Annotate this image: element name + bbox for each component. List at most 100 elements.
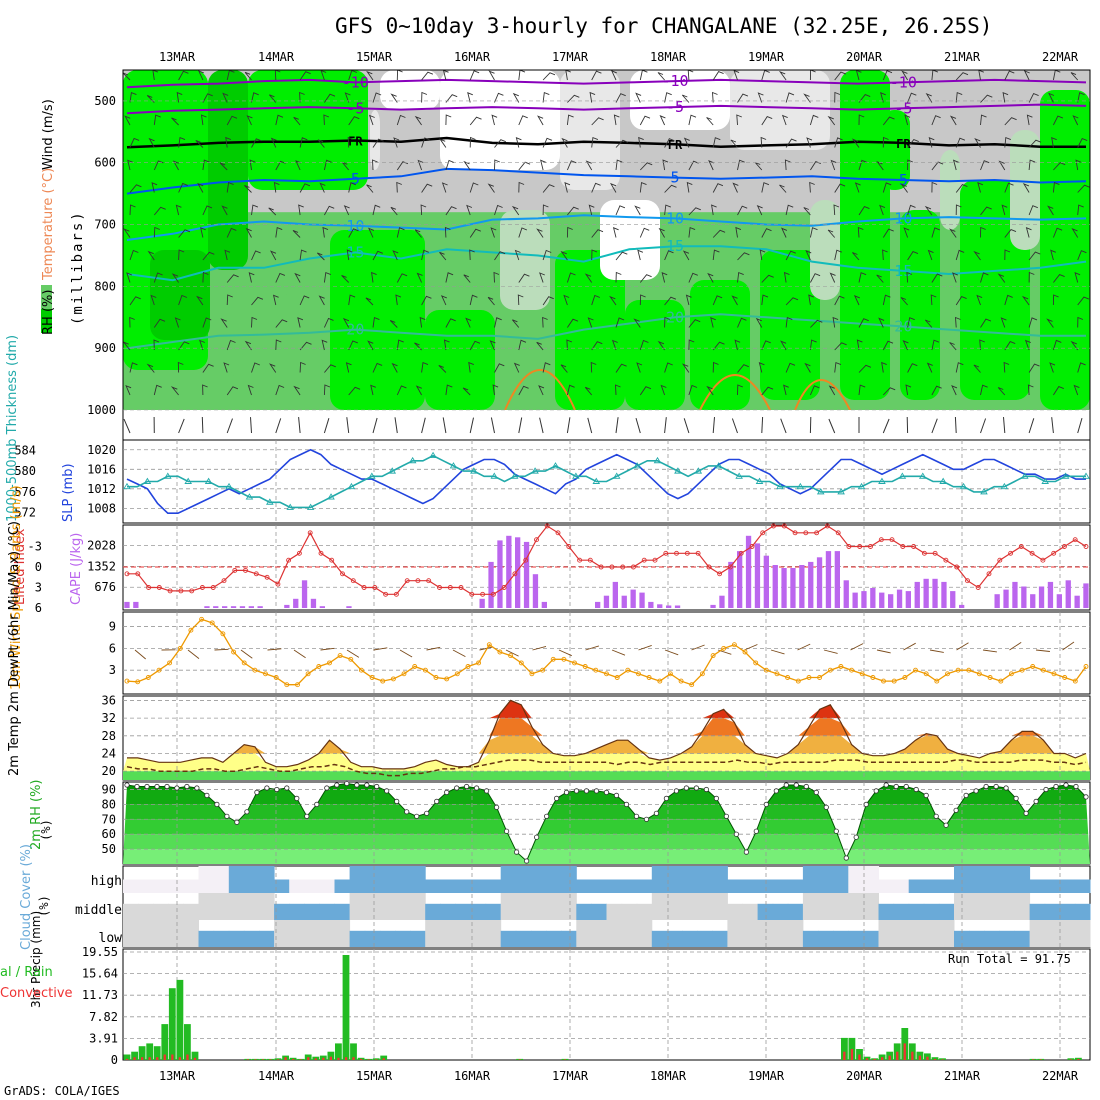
surface-barb <box>293 649 306 659</box>
wind-barb <box>148 137 155 148</box>
wind-barb <box>926 362 933 373</box>
li-marker <box>1029 550 1035 556</box>
wind-barb <box>810 273 821 283</box>
cloud-cell <box>1059 920 1076 947</box>
cloud-cell <box>1044 903 1061 920</box>
wind-barb <box>226 181 234 193</box>
precip-total-bar <box>184 1024 191 1060</box>
cloud-cell <box>561 930 577 947</box>
wind-barb <box>615 93 626 103</box>
isotherm-label: 10 <box>346 217 364 235</box>
cape-bar <box>834 551 840 608</box>
pressure-tick: 1000 <box>87 403 116 417</box>
rh-patch <box>150 250 210 340</box>
wind-barb <box>829 272 836 283</box>
wind-barb <box>348 340 358 351</box>
precip-convective-label: Convective <box>0 986 73 1001</box>
date-label-top: 14MAR <box>258 50 295 64</box>
wind-barb <box>1070 72 1079 81</box>
slp-line <box>126 448 1086 514</box>
li-marker <box>146 585 152 590</box>
wind-barb <box>998 160 1006 171</box>
cloud-cell <box>425 879 441 893</box>
wind-barb <box>997 273 1006 283</box>
wind-barb <box>153 206 166 216</box>
cloud-panel: high middle low (%) Cloud Cover (%) <box>19 844 1091 950</box>
wind-barb <box>175 204 182 216</box>
wind-barb <box>324 364 336 373</box>
surface-wind-barb <box>931 418 938 434</box>
wind-barb <box>200 227 206 238</box>
wind-barb <box>712 137 721 148</box>
wind-marker <box>817 675 823 680</box>
wind-barb <box>781 227 788 238</box>
pressure-label: (millibars) <box>70 210 86 325</box>
li-marker <box>824 523 830 529</box>
isotherm-label: 15 <box>666 237 684 255</box>
precip-convective-bar <box>873 1058 876 1060</box>
wind-barb <box>1049 362 1056 373</box>
date-label-bottom: 21MAR <box>944 1069 981 1083</box>
rh-marker <box>973 788 979 794</box>
wind-barb <box>251 250 261 261</box>
cloud-cell <box>863 930 879 947</box>
li-marker <box>857 544 863 549</box>
rh-marker <box>743 849 750 855</box>
surface-barb <box>1062 641 1075 651</box>
date-axis-top: 13MAR 14MAR 15MAR 16MAR 17MAR 18MAR 19MAR 20MAR… <box>159 50 1079 64</box>
rh-marker <box>923 792 929 799</box>
wind-barb <box>712 71 724 81</box>
cloud-cell <box>712 930 728 947</box>
surface-barb <box>982 649 997 653</box>
wind-barb <box>512 319 520 328</box>
wind-barb <box>806 137 813 148</box>
wind-barb <box>809 227 818 238</box>
wind-barb <box>905 384 912 396</box>
temp-label: 2m Temp 2m DewPt (6hr Min/Max) (°C) <box>7 521 22 776</box>
li-marker <box>458 585 464 590</box>
precip-convective-bar <box>329 1056 332 1060</box>
wind-barb <box>803 93 811 103</box>
wind-barb <box>462 387 471 396</box>
cloud-cell <box>923 903 940 920</box>
thickness-marker <box>633 462 641 469</box>
wind-barb <box>952 159 959 171</box>
rh-marker <box>1023 810 1029 816</box>
wind-marker <box>657 678 663 684</box>
wind-barb <box>372 204 381 216</box>
rh-patch <box>900 210 940 400</box>
precip-convective-bar <box>314 1058 317 1060</box>
cloud-cell <box>1074 879 1091 893</box>
rh-marker <box>833 828 839 834</box>
cloud-cell <box>666 893 683 920</box>
wind-barb <box>683 137 690 148</box>
thickness-marker <box>204 477 213 484</box>
wind-barb <box>415 385 422 396</box>
wind-barb <box>392 250 399 261</box>
precip-convective-bar <box>1069 1059 1073 1060</box>
date-label-top: 19MAR <box>748 50 785 64</box>
wind-barb <box>125 384 132 396</box>
isotherm-5 <box>126 167 1087 195</box>
wind-barb <box>834 71 847 81</box>
wind-barb <box>615 271 622 283</box>
rh-marker <box>803 783 809 790</box>
rh-marker <box>144 783 150 790</box>
thickness-marker <box>735 472 743 479</box>
rh-patch <box>500 210 550 310</box>
precip-total-bar <box>191 1051 199 1060</box>
cloud-cell <box>546 866 562 893</box>
cloud-cell <box>1014 930 1031 947</box>
wind-barb <box>952 272 958 283</box>
wind-barb <box>882 116 895 126</box>
surface-barb <box>903 642 916 651</box>
cape-bar <box>541 601 547 608</box>
li-marker <box>232 567 238 573</box>
rh-marker <box>663 795 670 802</box>
wind-barb <box>318 295 325 306</box>
wind-marker <box>731 642 737 648</box>
wind-barb <box>129 296 141 306</box>
surface-barb <box>134 649 146 660</box>
wind-barb <box>492 384 499 396</box>
isotherm-label: FR <box>896 137 911 151</box>
